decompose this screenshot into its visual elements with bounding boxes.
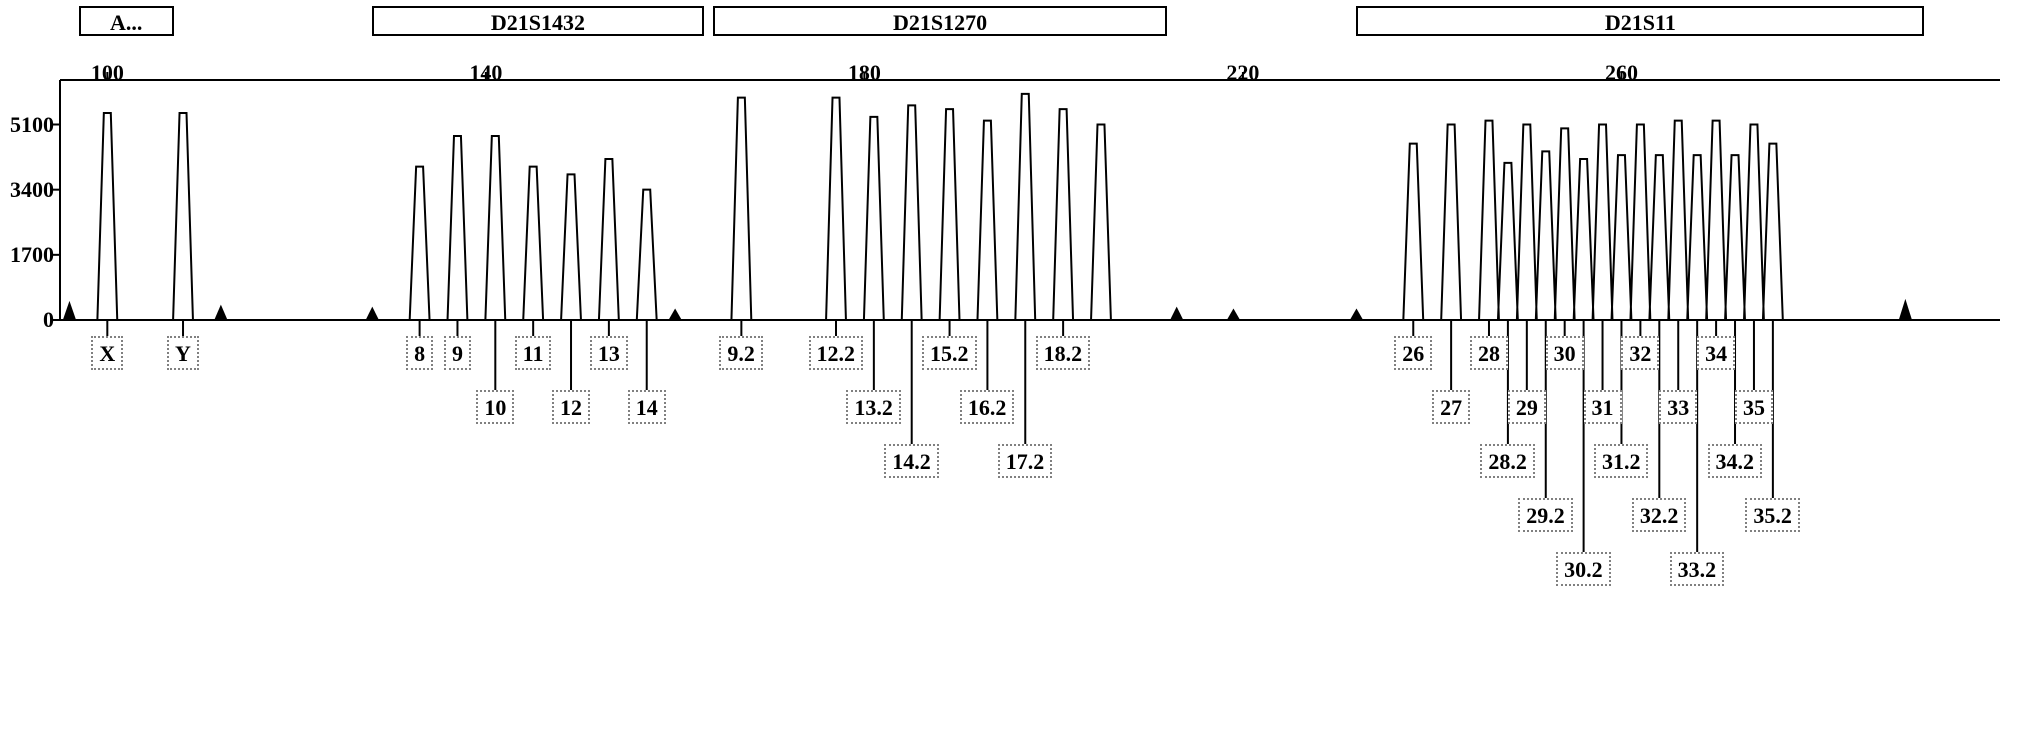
- allele-label: 11: [515, 336, 552, 370]
- allele-label: 9.2: [719, 336, 763, 370]
- satellite-bump: [63, 301, 76, 320]
- allele-label: 30: [1546, 336, 1584, 370]
- allele-label: 16.2: [960, 390, 1015, 424]
- allele-label: 9: [444, 336, 471, 370]
- allele-label: 33: [1659, 390, 1697, 424]
- allele-label: 29: [1508, 390, 1546, 424]
- satellite-bump: [1350, 309, 1363, 321]
- satellite-bump: [366, 307, 379, 320]
- allele-label: 35: [1735, 390, 1773, 424]
- allele-label: 10: [476, 390, 514, 424]
- allele-label: 32: [1621, 336, 1659, 370]
- allele-label: 17.2: [998, 444, 1053, 478]
- allele-label: 8: [406, 336, 433, 370]
- satellite-bump: [668, 309, 681, 321]
- allele-label: 35.2: [1745, 498, 1800, 532]
- allele-label: 34.2: [1708, 444, 1763, 478]
- trace-line: [60, 94, 2000, 320]
- allele-label: Y: [167, 336, 199, 370]
- allele-label: 27: [1432, 390, 1470, 424]
- allele-label: 15.2: [922, 336, 977, 370]
- allele-label: 14: [628, 390, 666, 424]
- allele-label: 33.2: [1670, 552, 1725, 586]
- satellite-bump: [214, 305, 227, 320]
- plot-svg: [0, 0, 2029, 754]
- satellite-bump: [1227, 309, 1240, 321]
- allele-label: X: [91, 336, 123, 370]
- allele-label: 12.2: [809, 336, 864, 370]
- allele-label: 18.2: [1036, 336, 1091, 370]
- allele-label: 31: [1584, 390, 1622, 424]
- allele-label: 30.2: [1556, 552, 1611, 586]
- allele-label: 26: [1394, 336, 1432, 370]
- allele-label: 14.2: [884, 444, 939, 478]
- allele-label: 12: [552, 390, 590, 424]
- allele-label: 13.2: [846, 390, 901, 424]
- allele-label: 34: [1697, 336, 1735, 370]
- allele-label: 31.2: [1594, 444, 1649, 478]
- electropherogram-figure: A...D21S1432D21S1270D21S11 1001401802202…: [0, 0, 2029, 754]
- satellite-bump: [1170, 307, 1183, 320]
- allele-label: 28: [1470, 336, 1508, 370]
- satellite-bump: [1899, 299, 1912, 320]
- allele-label: 13: [590, 336, 628, 370]
- allele-label: 32.2: [1632, 498, 1687, 532]
- allele-label: 28.2: [1480, 444, 1535, 478]
- allele-label: 29.2: [1518, 498, 1573, 532]
